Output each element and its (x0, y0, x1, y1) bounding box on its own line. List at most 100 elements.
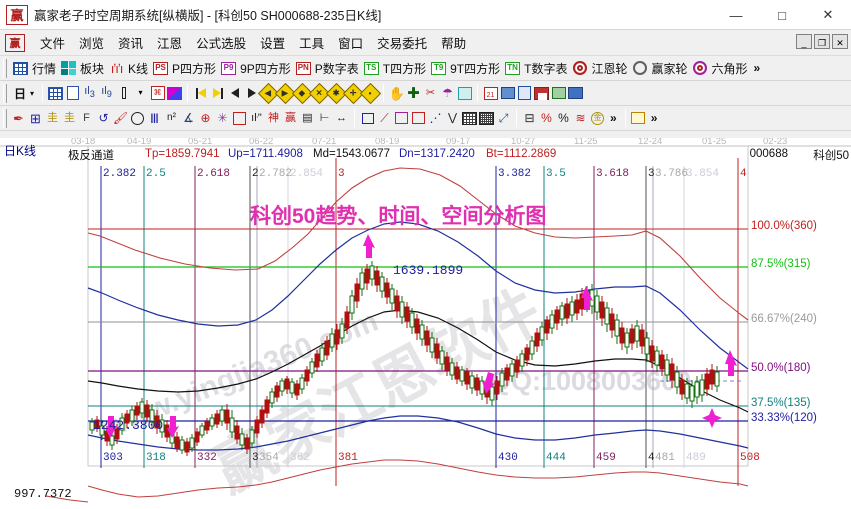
levels-icon[interactable]: ⊟ (524, 111, 535, 125)
last-icon[interactable] (209, 85, 226, 102)
menu-item-browse[interactable]: 浏览 (79, 37, 105, 51)
save-icon[interactable] (533, 85, 550, 102)
net-icon[interactable] (47, 85, 64, 102)
chart-canvas[interactable]: 赢家江恩软件 www.yingjia360.com QQ:1008003600 (0, 138, 851, 509)
shen-icon[interactable]: 神 (268, 111, 279, 124)
box-icon[interactable] (231, 110, 248, 127)
caret-icon[interactable]: ▾ (138, 88, 143, 97)
toolbar-button-hexagon[interactable]: 六角形 (690, 60, 750, 77)
toolbar-grip[interactable] (3, 108, 7, 128)
grid-fine-icon[interactable] (478, 110, 495, 127)
next-icon[interactable] (243, 85, 260, 102)
toolbar-button-9p-square[interactable]: P9 9P四方形 (218, 60, 293, 77)
ying-icon[interactable]: 赢 (285, 111, 296, 124)
toolbar-button-kline[interactable]: ıʼıʼı K线 (106, 60, 150, 77)
diamond-dot-icon[interactable]: • (359, 82, 382, 104)
wave9-icon[interactable]: ıl9 (101, 85, 112, 100)
fan-red-icon[interactable]: ⟋ (380, 111, 389, 125)
grid-fork-icon[interactable]: Ⅲ (150, 110, 159, 126)
wave3-icon[interactable]: ıl3 (84, 85, 95, 100)
gann-top-number: 2 (252, 168, 259, 180)
copy-icon[interactable] (550, 85, 567, 102)
percent-icon[interactable]: % (558, 111, 569, 125)
toolbar-grip[interactable] (3, 58, 7, 78)
close-button[interactable]: ✕ (822, 7, 834, 22)
toolbar-button-winner-wheel[interactable]: 赢家轮 (629, 60, 689, 77)
toolbar-button-sector[interactable]: 板块 (58, 60, 106, 77)
menu-item-tools[interactable]: 工具 (299, 37, 325, 51)
chevron-down-icon[interactable]: ▾ (30, 88, 35, 98)
gann-fan-gold2-icon[interactable]: 圭 (64, 111, 75, 124)
toolbar-button-p-number-table[interactable]: PN P数字表 (293, 60, 361, 77)
toolbar-grip[interactable] (3, 83, 7, 103)
hand-icon[interactable]: ✋ (388, 85, 405, 101)
toolbar-button-market[interactable]: 行情 (10, 60, 58, 77)
span-icon[interactable]: ↔ (336, 111, 347, 124)
mdi-minimize-button[interactable]: _ (796, 34, 812, 49)
zigzag-icon[interactable]: ⋁ (447, 111, 458, 124)
menu-item-trade[interactable]: 交易委托 (377, 37, 428, 51)
maximize-button[interactable]: □ (778, 7, 786, 23)
table-icon[interactable] (499, 85, 516, 102)
angle-icon[interactable]: ∡ (183, 111, 194, 125)
menu-item-formula-screen[interactable]: 公式选股 (196, 37, 247, 51)
fan-thin-icon[interactable]: ⋰ (429, 111, 442, 125)
toolbar-button-gann-wheel[interactable]: 江恩轮 (569, 60, 629, 77)
date-tick-label: 09-17 (446, 138, 471, 147)
percent-line-icon[interactable]: ≋ (575, 111, 586, 125)
toolbar-button-p-square[interactable]: PS P四方形 (150, 60, 218, 77)
prev-icon[interactable] (226, 85, 243, 102)
menu-item-file[interactable]: 文件 (40, 37, 66, 51)
toolbar-button-t-number-table[interactable]: TN T数字表 (502, 60, 569, 77)
measure-icon[interactable]: ⊢ (319, 111, 330, 124)
percent-red-icon[interactable]: % (541, 111, 552, 125)
circle-gann-icon[interactable] (129, 110, 146, 127)
fan-box-icon[interactable] (393, 110, 410, 127)
layout-icon[interactable] (630, 110, 647, 127)
brush-icon[interactable]: 🖌 (112, 111, 129, 125)
star-burst-icon[interactable]: ✳ (217, 111, 228, 125)
period-selector[interactable]: 日 ▾ (10, 85, 38, 102)
menu-item-window[interactable]: 窗口 (338, 37, 364, 51)
pen-icon[interactable]: ✒ (13, 110, 24, 126)
gold-circle-icon[interactable]: 金 (589, 110, 606, 127)
calendar-icon[interactable]: 21 (482, 85, 499, 102)
report-icon[interactable] (516, 85, 533, 102)
toolbar-button-9t-square[interactable]: T9 9T四方形 (428, 60, 502, 77)
rect-icon[interactable] (359, 110, 376, 127)
mdi-close-button[interactable]: ✕ (832, 34, 848, 49)
slope-icon[interactable]: ⤢ (498, 111, 509, 125)
crosshair-icon[interactable]: ✚ (407, 84, 420, 102)
scissor-icon[interactable]: ✂ (425, 86, 436, 99)
toolbar3-overflow-button-1[interactable]: » (610, 111, 617, 125)
first-icon[interactable] (192, 85, 209, 102)
mdi-restore-button[interactable]: ❐ (814, 34, 830, 49)
ruler-icon[interactable]: ▤ (302, 111, 313, 124)
umbrella-icon[interactable]: ☂ (442, 86, 453, 100)
target-icon[interactable]: ⊕ (200, 111, 211, 125)
minimize-button[interactable]: — (729, 7, 743, 23)
menu-item-news[interactable]: 资讯 (118, 37, 144, 51)
pattern-icon[interactable]: ⌘ (149, 85, 166, 102)
t9-box-icon: T9 (430, 60, 447, 77)
n2-icon[interactable]: n² (167, 112, 176, 123)
gann-fan-gold-icon[interactable]: 圭 (47, 111, 58, 124)
export-icon[interactable] (567, 85, 584, 102)
toolbar-label: 9P四方形 (240, 61, 291, 76)
toolbar1-overflow-button[interactable]: » (753, 61, 761, 75)
fork-icon[interactable]: ⊞ (30, 110, 41, 126)
toolbar-button-t-square[interactable]: TS T四方形 (361, 60, 428, 77)
menu-item-settings[interactable]: 设置 (260, 37, 286, 51)
toolbar3-overflow-button-2[interactable]: » (650, 111, 658, 125)
tick-icon[interactable]: ıŀ" (251, 111, 262, 124)
menu-item-gann[interactable]: 江恩 (157, 37, 183, 51)
menu-item-help[interactable]: 帮助 (441, 37, 467, 51)
box-arrow-icon[interactable] (410, 110, 427, 127)
flag-icon[interactable] (166, 85, 183, 102)
grid-dense-icon[interactable] (461, 110, 478, 127)
brain-icon[interactable] (456, 85, 473, 102)
doc-icon[interactable] (64, 85, 81, 102)
fibo-f-icon[interactable]: F (83, 111, 90, 124)
spiral-icon[interactable]: ↺ (98, 111, 109, 125)
candle-icon[interactable] (115, 85, 132, 102)
